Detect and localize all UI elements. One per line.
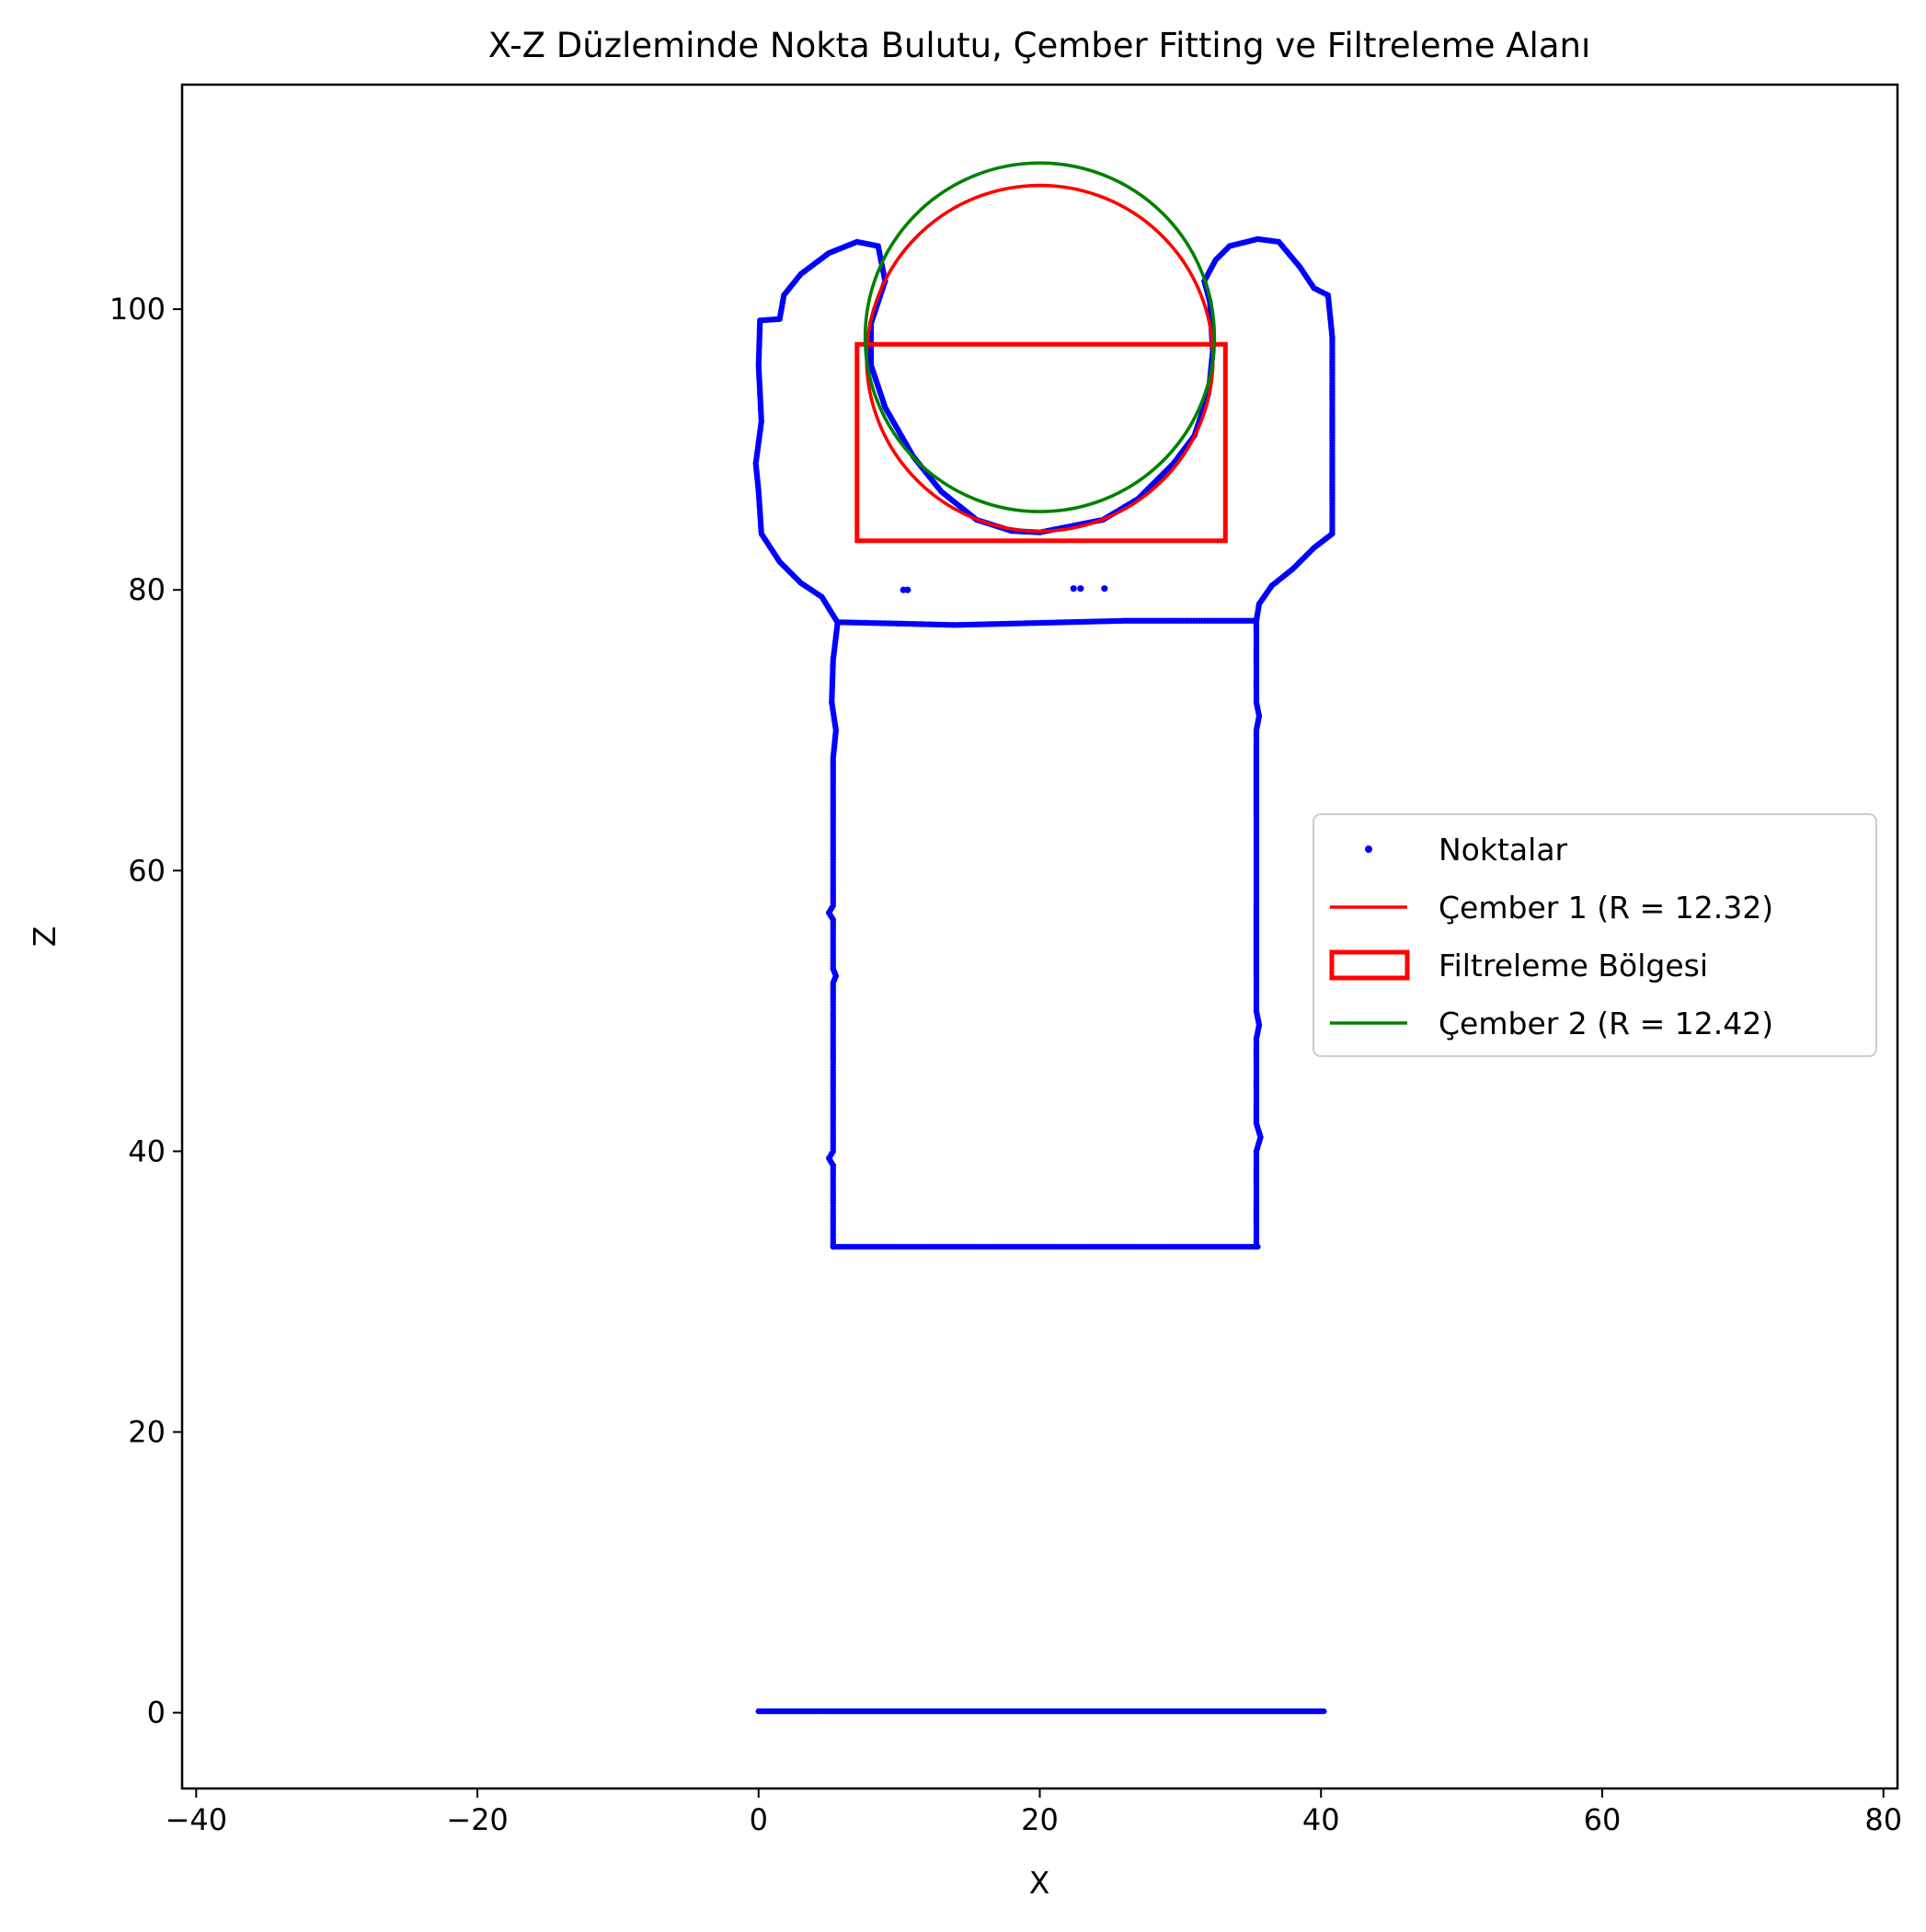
x-tick-label: 80 [1864, 1802, 1902, 1837]
data-point [1070, 585, 1077, 592]
y-tick-label: 0 [147, 1696, 166, 1731]
x-tick-label: 60 [1584, 1802, 1622, 1837]
y-tick-label: 100 [109, 292, 166, 327]
chart-title: X-Z Düzleminde Nokta Bulutu, Çember Fitt… [488, 26, 1590, 65]
legend-frame [1313, 813, 1877, 1057]
legend-entries: Noktalar Çember 1 (R = 12.32) Filtreleme B… [1329, 832, 1773, 1041]
data-point [1253, 617, 1260, 624]
data-point [1101, 585, 1108, 592]
y-tick-label: 20 [128, 1415, 166, 1450]
legend-label: Noktalar [1439, 832, 1568, 868]
y-axis-label: Z [27, 926, 63, 948]
legend-patch-swatch [1329, 949, 1410, 981]
data-point [904, 586, 911, 593]
y-tick-label: 80 [128, 572, 166, 607]
x-axis: −40 −20 0 20 40 60 80 [166, 1788, 1902, 1837]
legend-label: Çember 2 (R = 12.42) [1439, 1006, 1773, 1041]
legend-marker-points [1365, 845, 1372, 853]
legend-label: Çember 1 (R = 12.32) [1439, 890, 1773, 926]
legend-label: Filtreleme Bölgesi [1439, 948, 1708, 983]
x-tick-label: −20 [446, 1802, 509, 1837]
y-axis: 0 20 40 60 80 100 [109, 292, 182, 1731]
x-axis-label: X [1029, 1865, 1050, 1901]
data-point [1321, 1708, 1327, 1715]
y-tick-label: 40 [128, 1133, 166, 1168]
x-tick-label: −40 [166, 1802, 228, 1837]
circle-2-fit [863, 161, 1217, 513]
x-tick-label: 0 [750, 1802, 768, 1837]
plot-area [752, 161, 1336, 1715]
y-tick-label: 60 [128, 853, 166, 888]
legend: Noktalar Çember 1 (R = 12.32) Filtreleme B… [1313, 813, 1877, 1057]
data-point [1077, 585, 1084, 592]
x-tick-label: 40 [1302, 1802, 1340, 1837]
x-tick-label: 20 [1021, 1802, 1059, 1837]
filter-region-rect [854, 341, 1228, 544]
